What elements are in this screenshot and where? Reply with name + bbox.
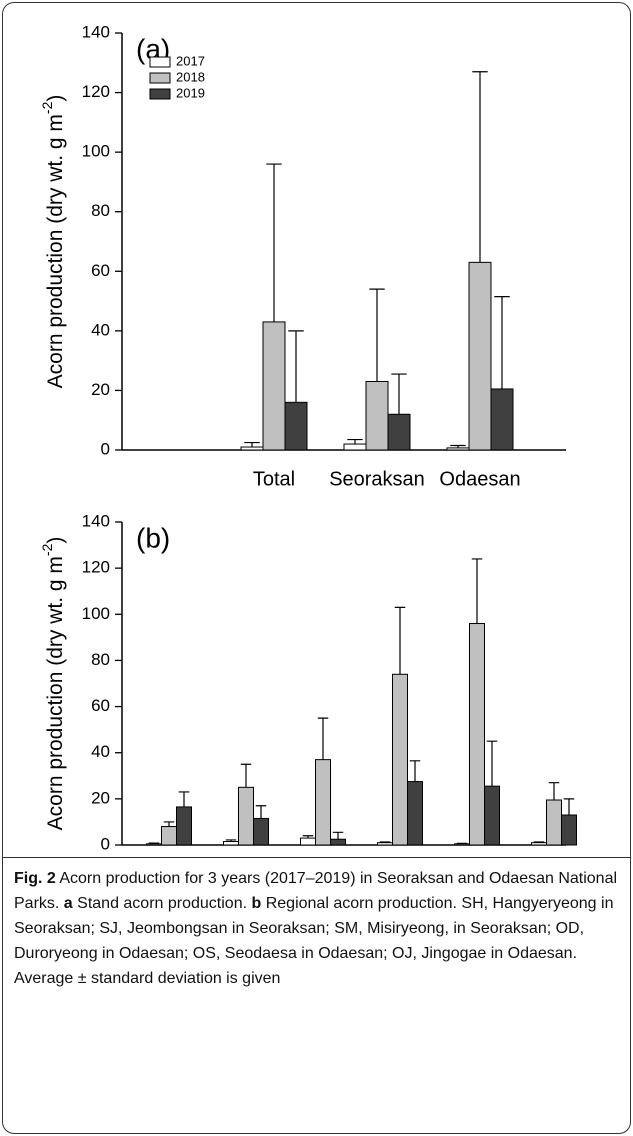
bar — [284, 401, 308, 451]
caption-bold: Fig. 2 — [14, 870, 56, 887]
error-bar — [450, 444, 466, 448]
bar — [262, 321, 286, 451]
error-bar — [240, 763, 252, 788]
bar — [240, 446, 264, 451]
bar — [484, 785, 500, 846]
bar — [387, 413, 411, 451]
bar — [253, 817, 269, 846]
bar — [176, 806, 192, 846]
bar — [146, 843, 162, 846]
bar — [446, 447, 470, 451]
y-tick-label: 40 — [91, 742, 110, 761]
error-bar — [255, 805, 267, 819]
bar — [315, 759, 331, 846]
caption: Fig. 2 Acorn production for 3 years (201… — [14, 866, 619, 991]
bar — [343, 443, 367, 451]
y-tick-label: 120 — [82, 82, 110, 101]
separator — [2, 857, 631, 858]
legend-label: 2018 — [176, 69, 205, 84]
bar — [561, 814, 577, 846]
bar — [330, 838, 346, 846]
y-tick-label: 140 — [82, 511, 110, 530]
error-bar — [548, 782, 560, 801]
error-bar — [394, 606, 406, 675]
bar — [238, 786, 254, 846]
caption-text: Regional acorn production. SH, Hangyerye… — [14, 895, 618, 987]
error-bar — [494, 296, 510, 389]
bar — [468, 261, 492, 451]
y-tick-label: 40 — [91, 320, 110, 339]
caption-text: Stand acorn production. — [72, 895, 252, 912]
y-tick-label: 20 — [91, 788, 110, 807]
bar — [161, 826, 177, 846]
caption-bold: b — [251, 895, 262, 912]
caption-text: Acorn production for 3 years (2017–2019)… — [14, 870, 622, 912]
error-bar — [486, 740, 498, 787]
error-bar — [178, 791, 190, 807]
y-tick-label: 80 — [91, 201, 110, 220]
y-tick-label: 120 — [82, 558, 110, 577]
error-bar — [391, 373, 407, 415]
bar — [377, 842, 393, 846]
x-tick-label: Odaesan — [439, 468, 520, 490]
error-bar — [332, 831, 344, 840]
y-tick-label: 100 — [82, 604, 110, 623]
y-axis-label-part: -2 — [39, 101, 55, 114]
y-tick-label: 100 — [82, 142, 110, 161]
error-bar — [471, 558, 483, 624]
error-bar — [563, 798, 575, 816]
bar — [407, 781, 423, 846]
error-bar — [379, 841, 391, 843]
bar — [454, 843, 470, 846]
y-tick-label: 140 — [82, 22, 110, 41]
error-bar — [266, 163, 282, 322]
error-bar — [533, 841, 545, 843]
bar — [223, 841, 239, 846]
error-bar — [288, 330, 304, 403]
error-bar — [244, 441, 260, 448]
x-tick-label: Seoraksan — [329, 468, 425, 490]
y-axis-label-part: ) — [44, 95, 67, 102]
error-bar — [225, 839, 237, 842]
bar — [490, 388, 514, 451]
bar — [300, 837, 316, 846]
panel-label: (b) — [136, 522, 170, 553]
x-tick-label: Total — [253, 468, 295, 490]
y-axis-label-part: -2 — [39, 543, 55, 556]
caption-bold: a — [63, 895, 73, 912]
error-bar — [409, 760, 421, 782]
bar — [392, 673, 408, 846]
y-axis-label-part: ) — [44, 537, 67, 544]
legend-swatch — [149, 88, 171, 100]
legend-swatch — [149, 72, 171, 84]
error-bar — [163, 821, 175, 827]
y-tick-label: 60 — [91, 696, 110, 715]
legend-swatch — [149, 56, 171, 68]
error-bar — [369, 288, 385, 382]
bar — [546, 799, 562, 846]
legend-label: 2017 — [176, 53, 205, 68]
error-bar — [347, 438, 363, 445]
legend-label: 2019 — [176, 85, 205, 100]
error-bar — [148, 842, 160, 844]
y-axis-label-part: Acorn production (dry wt. g m — [44, 114, 67, 388]
bar — [531, 842, 547, 846]
bar — [469, 623, 485, 846]
y-axis-label: Acorn production (dry wt. g m-2) — [39, 95, 67, 389]
y-tick-label: 20 — [91, 380, 110, 399]
y-tick-label: 0 — [101, 834, 110, 853]
y-tick-label: 0 — [101, 439, 110, 458]
y-tick-label: 80 — [91, 650, 110, 669]
y-axis-label-part: Acorn production (dry wt. g m — [44, 556, 67, 830]
y-tick-label: 60 — [91, 261, 110, 280]
bar — [365, 380, 389, 451]
error-bar — [302, 835, 314, 839]
error-bar — [317, 717, 329, 760]
y-axis-label: Acorn production (dry wt. g m-2) — [39, 537, 67, 831]
error-bar — [472, 71, 488, 263]
